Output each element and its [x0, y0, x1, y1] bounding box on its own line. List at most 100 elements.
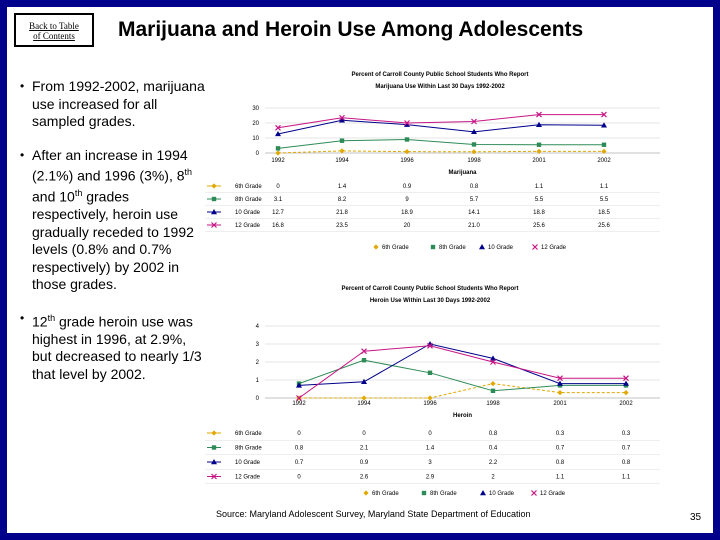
heroin-table-cell: 0	[428, 431, 432, 437]
marijuana-table-cell: 14.1	[468, 210, 480, 216]
heroin-table-cell: 0.7	[295, 460, 304, 466]
heroin-legend-marker	[421, 490, 427, 496]
heroin-table-cell: 2.2	[489, 460, 498, 466]
heroin-data-point	[557, 375, 563, 382]
marijuana-table-cell: 9	[405, 197, 409, 203]
heroin-table-cell: 2.9	[426, 475, 435, 481]
heroin-y-tick-label: 1	[256, 378, 260, 384]
heroin-table-cell: 0.8	[489, 431, 498, 437]
heroin-table-cell: 2.1	[360, 446, 369, 452]
marijuana-table-row-label: 8th Grade	[235, 197, 262, 203]
marijuana-series-line-4	[277, 114, 604, 129]
marijuana-legend-label: 12 Grade	[541, 245, 567, 251]
heroin-x-tick-label: 2001	[553, 401, 567, 407]
heroin-table-legend-marker	[211, 459, 217, 465]
heroin-table-cell: 2	[491, 475, 495, 481]
toc-link-line1: Back to Table	[29, 21, 79, 31]
heroin-table-cell: 0	[297, 431, 301, 437]
marijuana-table-cell: 0.8	[470, 184, 479, 190]
heroin-x-axis-title: Heroin	[453, 413, 472, 419]
bullet-text: After an increase in 1994 (2.1%) and 199…	[32, 146, 188, 184]
marijuana-legend-label: 10 Grade	[488, 245, 514, 251]
bullet-text: 12	[32, 313, 48, 330]
marijuana-table-cell: 0.9	[403, 184, 412, 190]
marijuana-table-row-label: 12 Grade	[235, 223, 261, 229]
heroin-legend-marker	[363, 490, 369, 496]
marijuana-data-point	[471, 118, 477, 125]
marijuana-legend-label: 8th Grade	[439, 245, 466, 251]
heroin-table-cell: 0.8	[295, 446, 304, 452]
marijuana-table-cell: 18.5	[598, 210, 610, 216]
back-to-toc-link[interactable]: Back to Table of Contents	[14, 13, 94, 47]
marijuana-table-cell: 18.9	[401, 210, 413, 216]
marijuana-table-legend-marker	[211, 183, 217, 189]
marijuana-y-tick-label: 0	[256, 151, 260, 157]
heroin-chart-title: Percent of Carroll County Public School …	[341, 286, 518, 292]
marijuana-table-cell: 23.5	[336, 223, 348, 229]
heroin-data-point	[361, 348, 367, 355]
marijuana-data-point	[339, 148, 345, 154]
heroin-table-row-label: 6th Grade	[235, 431, 262, 437]
marijuana-series-line-1	[277, 150, 604, 154]
bullet-item: 12th grade heroin use was highest in 199…	[20, 310, 205, 384]
marijuana-data-point	[471, 149, 477, 155]
heroin-y-tick-label: 2	[256, 360, 260, 366]
heroin-x-tick-label: 1996	[423, 401, 437, 407]
marijuana-table-cell: 21.0	[468, 223, 480, 229]
heroin-chart-subtitle: Heroin Use Within Last 30 Days 1992-2002	[370, 298, 491, 304]
marijuana-y-tick-label: 10	[252, 136, 259, 142]
marijuana-data-point	[339, 114, 345, 121]
marijuana-data-point	[275, 130, 281, 137]
bullet-text: From 1992-2002, marijuana use increased …	[32, 78, 205, 129]
superscript: th	[47, 312, 56, 323]
marijuana-series-line-2	[277, 138, 604, 149]
heroin-table-cell: 0.7	[556, 446, 565, 452]
marijuana-data-point	[339, 138, 345, 143]
marijuana-x-tick-label: 1992	[271, 158, 285, 164]
marijuana-data-point	[536, 111, 542, 118]
heroin-table-cell: 0.4	[489, 446, 498, 452]
heroin-table-cell: 0.8	[556, 460, 565, 466]
heroin-table-cell: 0.3	[556, 431, 565, 437]
marijuana-y-tick-label: 30	[252, 106, 259, 112]
marijuana-table-cell: 25.6	[598, 223, 610, 229]
heroin-series-line-2	[298, 359, 626, 392]
heroin-data-point	[296, 382, 302, 388]
marijuana-x-tick-label: 2001	[532, 158, 546, 164]
marijuana-data-point	[601, 111, 607, 118]
heroin-data-point	[427, 395, 433, 401]
bullet-item: After an increase in 1994 (2.1%) and 199…	[20, 147, 205, 294]
marijuana-table-cell: 1.1	[535, 184, 544, 190]
slide-title: Marijuana and Heroin Use Among Adolescen…	[118, 18, 584, 41]
heroin-table-cell: 3	[428, 460, 432, 466]
marijuana-table-row-label: 6th Grade	[235, 184, 262, 190]
heroin-data-point	[623, 380, 629, 386]
marijuana-table-cell: 8.2	[338, 197, 347, 203]
marijuana-data-point	[339, 117, 345, 123]
heroin-data-point	[361, 358, 367, 363]
marijuana-table-cell: 5.7	[470, 197, 479, 203]
marijuana-data-point	[471, 142, 477, 147]
heroin-y-tick-label: 4	[256, 324, 260, 330]
marijuana-chart-title: Percent of Carroll County Public School …	[351, 72, 528, 78]
heroin-table-row-label: 12 Grade	[235, 475, 261, 481]
marijuana-table-cell: 1.1	[600, 184, 609, 190]
heroin-table-cell: 1.1	[622, 475, 631, 481]
heroin-data-point	[296, 395, 302, 401]
heroin-table-legend-marker	[211, 430, 217, 436]
heroin-series-line-4	[298, 345, 626, 399]
heroin-data-point	[361, 395, 367, 401]
heroin-data-point	[557, 390, 563, 396]
marijuana-data-point	[601, 148, 607, 154]
bullet-list: From 1992-2002, marijuana use increased …	[20, 78, 205, 399]
heroin-legend-label: 12 Grade	[540, 491, 566, 497]
heroin-data-point	[623, 375, 629, 382]
heroin-y-tick-label: 0	[256, 396, 260, 402]
heroin-table-cell: 0.7	[622, 446, 631, 452]
marijuana-legend-marker	[479, 244, 485, 250]
heroin-legend-marker	[480, 490, 486, 496]
marijuana-data-point	[471, 128, 477, 135]
marijuana-table-cell: 5.5	[535, 197, 544, 203]
heroin-table-cell: 2.6	[360, 475, 369, 481]
